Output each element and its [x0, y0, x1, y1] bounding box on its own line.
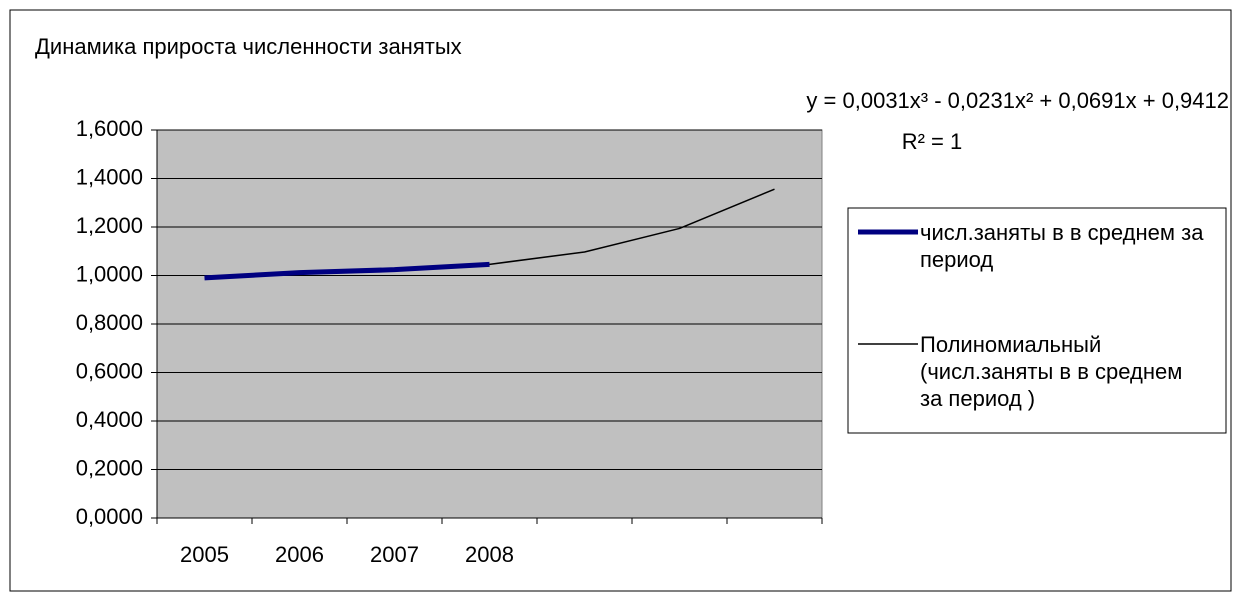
y-tick-label: 0,6000: [76, 358, 143, 383]
x-tick-label: 2007: [370, 542, 419, 567]
y-tick-label: 0,2000: [76, 455, 143, 480]
x-tick-label: 2006: [275, 542, 324, 567]
y-tick-label: 0,0000: [76, 504, 143, 529]
y-tick-label: 1,2000: [76, 213, 143, 238]
legend: [847, 207, 1227, 434]
y-tick-label: 1,6000: [76, 116, 143, 141]
x-tick-label: 2005: [180, 542, 229, 567]
legend-label: числ.заняты в в среднем за период: [920, 220, 1204, 272]
r-squared: R² = 1: [902, 129, 963, 154]
chart-title: Динамика прироста численности занятых: [35, 34, 462, 59]
legend-label: Полиномиальный (числ.заняты в в среднем …: [920, 332, 1183, 411]
series-line: [204, 261, 490, 281]
y-tick-label: 1,0000: [76, 261, 143, 286]
y-tick-label: 0,4000: [76, 407, 143, 432]
y-tick-label: 0,8000: [76, 310, 143, 335]
x-tick-label: 2008: [465, 542, 514, 567]
trend-equation: y = 0,0031x³ - 0,0231x² + 0,0691x + 0,94…: [806, 88, 1229, 113]
y-tick-label: 1,4000: [76, 164, 143, 189]
